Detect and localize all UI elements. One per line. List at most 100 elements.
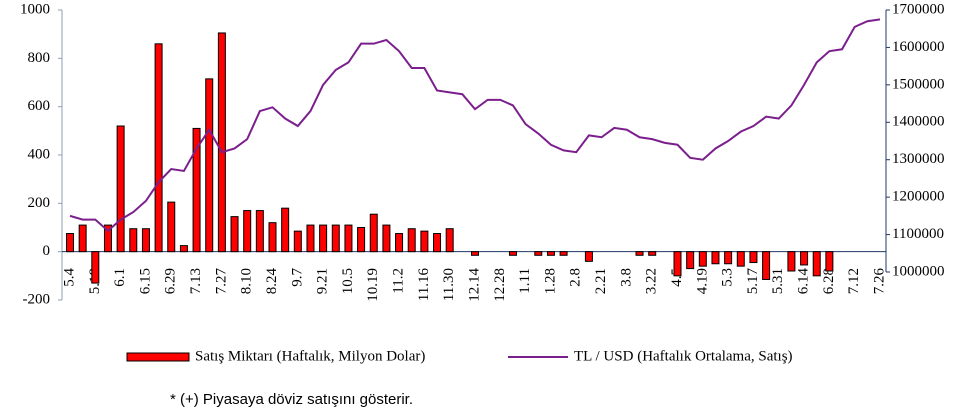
bar	[433, 233, 442, 253]
x-tick-label: 11.16	[416, 268, 432, 302]
x-tick-label: 11.2	[391, 268, 407, 294]
y-tick-label: 400	[28, 146, 51, 162]
bar	[546, 251, 555, 256]
bar	[635, 251, 644, 256]
x-tick-label: 9.7	[289, 268, 305, 287]
x-tick-label: 4.19	[694, 268, 710, 294]
x-tick-label: 3.8	[618, 268, 634, 287]
x-tick-label: 6.14	[796, 268, 812, 295]
bar	[825, 251, 834, 272]
bar	[167, 201, 176, 253]
x-tick-label: 1.28	[542, 268, 558, 294]
x-tick-label: 11.30	[441, 268, 457, 301]
footnote: * (+) Piyasaya döviz satışını gösterir.	[170, 391, 413, 408]
legend-label: TL / USD (Haftalık Ortalama, Satış)	[574, 348, 793, 364]
bar	[141, 228, 150, 253]
bar	[420, 230, 429, 253]
bar	[281, 207, 290, 253]
x-tick-label: 6.15	[137, 268, 153, 294]
bar	[559, 251, 568, 256]
bar	[344, 224, 353, 253]
x-tick-label: 6.28	[821, 268, 837, 294]
bar	[217, 32, 226, 253]
x-tick-label: 5.17	[745, 268, 761, 295]
bar	[243, 210, 252, 253]
bar	[762, 251, 771, 280]
bar	[673, 251, 682, 277]
y-tick-label: -200	[23, 291, 51, 307]
bar	[749, 251, 758, 264]
x-tick-label: 7.26	[871, 268, 887, 295]
x-tick-label: 1.11	[517, 268, 533, 294]
bar	[812, 251, 821, 277]
bar	[230, 216, 239, 253]
y2-tick-label: 1700000	[892, 1, 945, 17]
bar	[129, 228, 138, 253]
bar	[357, 227, 366, 253]
bar	[686, 251, 695, 270]
x-tick-label: 3.22	[644, 268, 660, 294]
x-tick-label: 5.3	[720, 268, 736, 287]
x-tick-label: 2.21	[593, 268, 609, 294]
bar	[800, 251, 809, 266]
bar	[407, 228, 416, 253]
bar	[382, 224, 391, 253]
bar	[369, 213, 378, 253]
bar	[205, 78, 214, 253]
bar	[724, 251, 733, 265]
y-tick-label: 0	[43, 243, 51, 259]
legend-swatch	[126, 352, 190, 362]
bar	[787, 251, 796, 272]
bar	[508, 251, 517, 256]
x-tick-label: 12.14	[466, 268, 482, 302]
bar	[179, 245, 188, 253]
x-tick-label: 10.19	[365, 268, 381, 302]
bar	[736, 251, 745, 267]
x-tick-label: 5.31	[770, 268, 786, 294]
bar	[698, 251, 707, 267]
y2-tick-label: 1400000	[892, 114, 945, 130]
bar	[154, 43, 163, 253]
x-tick-label: 7.13	[188, 268, 204, 294]
y-tick-label: 200	[28, 195, 51, 211]
bar	[255, 210, 264, 253]
bar	[319, 224, 328, 253]
x-tick-label: 6.1	[112, 268, 128, 287]
bar	[293, 230, 302, 253]
bar	[91, 251, 100, 284]
bar	[471, 251, 479, 256]
bar	[445, 228, 454, 253]
x-tick-label: 8.24	[264, 268, 280, 295]
bar	[116, 125, 125, 253]
line	[69, 18, 881, 233]
bar	[584, 251, 593, 262]
y2-tick-label: 1100000	[892, 226, 944, 242]
y2-tick-label: 1600000	[892, 39, 945, 55]
bar	[711, 251, 720, 265]
y-tick-label: 1000	[20, 1, 50, 17]
y-tick-label: 800	[28, 50, 51, 66]
bar	[395, 233, 404, 253]
bar	[534, 251, 543, 256]
x-tick-label: 10.5	[340, 268, 356, 294]
bar	[306, 224, 315, 253]
x-tick-label: 7.12	[846, 268, 862, 294]
y-tick-label: 600	[28, 98, 51, 114]
bar	[648, 251, 657, 256]
bar	[78, 224, 87, 253]
x-tick-label: 9.21	[315, 268, 331, 294]
x-tick-label: 7.27	[213, 268, 229, 295]
x-tick-label: 8.10	[239, 268, 255, 294]
y2-tick-label: 1000000	[892, 263, 945, 279]
x-tick-label: 5.4	[61, 268, 77, 287]
bar	[192, 127, 201, 253]
legend-label: Satış Miktarı (Haftalık, Milyon Dolar)	[195, 348, 425, 364]
x-tick-label: 12.28	[492, 268, 508, 302]
x-tick-label: 2.8	[568, 268, 584, 287]
y2-tick-label: 1200000	[892, 189, 945, 205]
bar	[103, 224, 112, 253]
bar	[268, 222, 277, 253]
x-tick-label: 6.29	[163, 268, 179, 294]
bar	[331, 224, 340, 253]
